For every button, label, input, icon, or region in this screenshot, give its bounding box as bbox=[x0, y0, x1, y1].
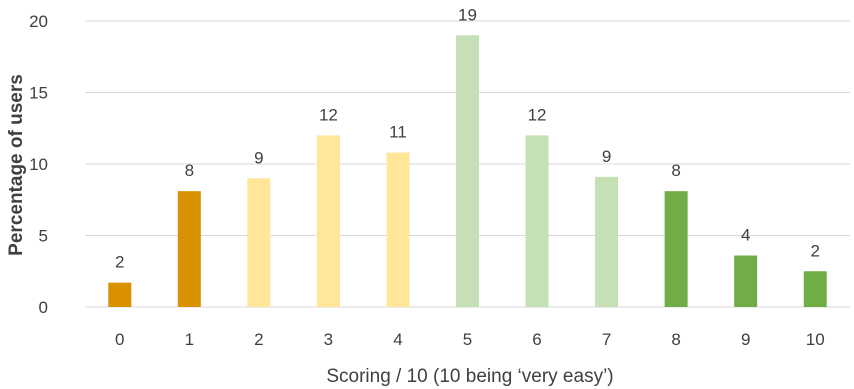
y-tick-label: 5 bbox=[39, 227, 48, 246]
x-axis-title: Scoring / 10 (10 being ‘very easy’) bbox=[326, 366, 613, 387]
bar-6 bbox=[525, 135, 549, 307]
x-tick-label-8: 8 bbox=[671, 330, 680, 349]
data-label-10: 2 bbox=[810, 241, 819, 260]
data-label-8: 8 bbox=[671, 161, 680, 180]
data-label-9: 4 bbox=[741, 226, 750, 245]
data-label-7: 9 bbox=[602, 147, 611, 166]
y-axis-ticks: 0 5 10 15 20 bbox=[29, 12, 48, 317]
bar-5 bbox=[456, 35, 479, 308]
bar-0 bbox=[108, 282, 132, 307]
x-tick-label-2: 2 bbox=[254, 330, 263, 349]
x-axis-ticks: 0 1 2 3 4 5 6 7 8 9 10 bbox=[115, 330, 825, 349]
bars bbox=[108, 35, 827, 308]
x-tick-label-5: 5 bbox=[463, 330, 472, 349]
x-tick-label-7: 7 bbox=[602, 330, 611, 349]
y-tick-label: 10 bbox=[29, 155, 48, 174]
data-label-1: 8 bbox=[185, 161, 194, 180]
bar-8 bbox=[664, 191, 688, 307]
data-label-2: 9 bbox=[254, 148, 263, 167]
data-label-6: 12 bbox=[528, 105, 547, 124]
x-tick-label-9: 9 bbox=[741, 330, 750, 349]
data-label-5: 19 bbox=[458, 5, 477, 24]
data-label-4: 11 bbox=[389, 123, 407, 142]
x-tick-label-4: 4 bbox=[393, 330, 402, 349]
data-labels: 2 8 9 12 11 19 12 9 8 4 2 bbox=[115, 5, 820, 271]
bar-1 bbox=[177, 191, 201, 307]
x-tick-label-3: 3 bbox=[324, 330, 333, 349]
x-tick-label-1: 1 bbox=[185, 330, 194, 349]
bar-3 bbox=[316, 135, 340, 307]
data-label-3: 12 bbox=[319, 105, 338, 124]
y-axis-title: Percentage of users bbox=[6, 74, 27, 256]
y-tick-label: 0 bbox=[39, 298, 48, 317]
bar-2 bbox=[247, 178, 271, 307]
x-tick-label-10: 10 bbox=[806, 330, 825, 349]
x-tick-label-0: 0 bbox=[115, 330, 124, 349]
bar-10 bbox=[803, 271, 827, 307]
x-tick-label-6: 6 bbox=[532, 330, 541, 349]
bar-9 bbox=[734, 255, 758, 307]
bar-4 bbox=[386, 152, 410, 307]
bar-7 bbox=[595, 176, 619, 307]
y-tick-label: 20 bbox=[29, 12, 48, 31]
y-tick-label: 15 bbox=[29, 84, 48, 103]
data-label-0: 2 bbox=[115, 253, 124, 272]
